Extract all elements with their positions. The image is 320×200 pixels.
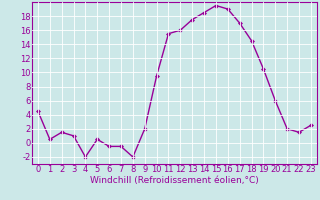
X-axis label: Windchill (Refroidissement éolien,°C): Windchill (Refroidissement éolien,°C) <box>90 176 259 185</box>
